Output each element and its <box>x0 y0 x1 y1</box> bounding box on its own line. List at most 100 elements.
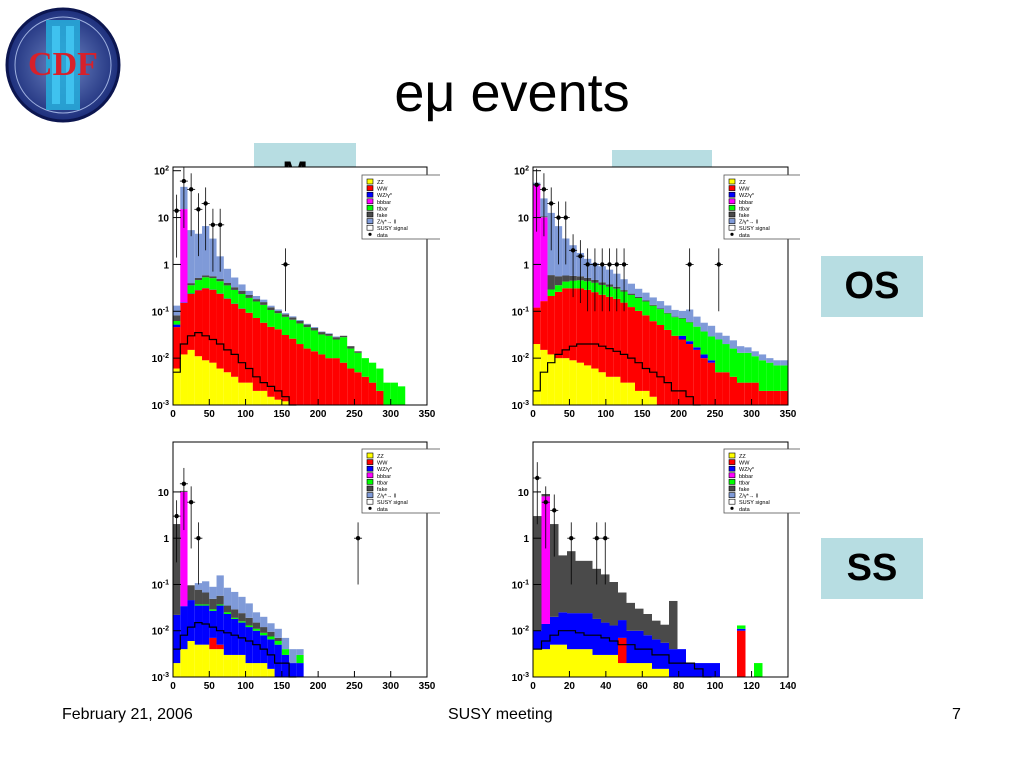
hist-bar-fake <box>347 346 355 349</box>
hist-bar-zz <box>569 360 577 405</box>
hist-bar-ww <box>635 310 643 391</box>
x-tick-label: 140 <box>780 681 797 692</box>
hist-bar-ww <box>569 288 577 361</box>
legend-label: WW <box>739 187 750 193</box>
legend-label: WZ/γ* <box>739 193 755 199</box>
hist-bar-zll <box>173 305 181 316</box>
hist-bar-ww <box>758 390 767 405</box>
hist-bar-ww <box>173 327 181 369</box>
hist-bar-zz <box>584 649 593 677</box>
hist-bar-zll <box>318 331 326 333</box>
data-point <box>181 178 187 184</box>
hist-bar-fake <box>318 332 326 335</box>
hist-bar-fake <box>238 613 246 622</box>
hist-bar-ww <box>209 637 217 650</box>
hist-bar-zll <box>231 277 239 288</box>
hist-bar-ww <box>584 289 592 366</box>
hist-bar-wz <box>180 606 188 650</box>
hist-bar-ttbar <box>238 621 246 623</box>
hist-bar-fake <box>231 609 239 618</box>
hist-bar-zz <box>605 376 614 405</box>
hist-bar-zz <box>180 649 188 677</box>
hist-bar-ttbar <box>216 604 224 606</box>
x-tick-label: 40 <box>600 681 612 692</box>
y-tick-label: 10-2 <box>152 353 169 365</box>
hist-bar-ww <box>678 339 686 405</box>
hist-bar-zz <box>223 372 232 405</box>
x-tick-label: 250 <box>707 409 724 420</box>
hist-bar-ww <box>332 358 340 405</box>
hist-bar-wz <box>281 654 290 677</box>
hist-bar-ttbar <box>562 281 570 289</box>
hist-bar-fake <box>592 568 601 619</box>
legend-label: Z/γ*→ ll <box>739 220 758 226</box>
hist-bar-wz <box>592 618 601 655</box>
y-tick-label: 102 <box>154 166 169 178</box>
hist-bar-ttbar <box>751 356 759 383</box>
hist-bar-fake <box>260 627 268 633</box>
x-tick-label: 250 <box>346 681 363 692</box>
y-tick-label: 1 <box>163 534 169 545</box>
hist-bar-fake <box>609 582 618 626</box>
hist-bar-ttbar <box>194 280 203 291</box>
hist-bar-ww <box>376 390 384 405</box>
hist-bar-zll <box>686 309 694 323</box>
hist-bar-ww <box>296 344 304 405</box>
legend-label: WW <box>377 187 388 193</box>
hist-bar-ww <box>576 288 584 363</box>
hist-bar-wz <box>652 639 661 669</box>
hist-bar-wz <box>173 614 181 664</box>
hist-bar-ttbar <box>216 281 224 294</box>
x-tick-label: 0 <box>530 409 536 420</box>
hist-bar-ww <box>252 317 261 391</box>
data-point <box>621 262 627 267</box>
hist-bar-zll <box>281 313 290 315</box>
legend-label: fake <box>739 487 749 493</box>
legend-label: SUSY signal <box>739 226 770 232</box>
hist-bar-zz <box>652 668 661 677</box>
hist-bar-ww <box>780 390 788 405</box>
data-point <box>174 513 179 519</box>
x-tick-label: 20 <box>564 681 576 692</box>
legend-label: ttbar <box>739 206 750 212</box>
x-tick-label: 100 <box>237 409 254 420</box>
cdf-logo: CDF <box>5 7 121 123</box>
hist-bar-zll <box>202 581 210 593</box>
hist-bar-fake <box>252 622 261 629</box>
hist-bar-zz <box>267 668 275 677</box>
data-point <box>174 208 179 213</box>
hist-bar-zz <box>547 354 555 405</box>
hist-bar-ww <box>591 292 599 369</box>
hist-bar-fake <box>223 282 232 286</box>
hist-bar-wz <box>267 639 275 669</box>
x-tick-label: 120 <box>743 681 760 692</box>
hist-bar-ttbar <box>773 365 781 391</box>
hist-bar-wz <box>252 630 261 664</box>
hist-bar-ttbar <box>318 334 326 355</box>
hist-bar-ww <box>368 382 377 405</box>
data-point <box>217 222 223 228</box>
hist-bar-zz <box>533 344 541 405</box>
x-tick-label: 250 <box>346 409 363 420</box>
legend-label: bbbar <box>739 200 753 206</box>
legend-swatch <box>728 205 736 211</box>
hist-bar-fake <box>303 324 311 328</box>
hist-bar-ww <box>547 295 555 355</box>
hist-bar-zll <box>664 305 672 313</box>
hist-bar-ttbar <box>245 297 253 313</box>
x-tick-label: 350 <box>419 409 436 420</box>
hist-bar-wz <box>686 663 695 677</box>
hist-bar-zz <box>550 644 559 677</box>
hist-bar-ttbar <box>554 285 563 292</box>
hist-bar-bbbar <box>540 217 548 302</box>
legend-label: WZ/γ* <box>377 193 393 199</box>
hist-bar-wz <box>296 663 304 677</box>
legend-swatch <box>728 224 736 231</box>
hist-bar-zll <box>635 288 643 297</box>
hist-bar-zz <box>558 644 567 677</box>
hist-bar-zll <box>209 586 217 599</box>
legend-swatch <box>366 452 374 459</box>
legend-label: ZZ <box>377 454 384 460</box>
plot-border <box>172 166 428 406</box>
hist-bar-ttbar <box>376 368 384 391</box>
